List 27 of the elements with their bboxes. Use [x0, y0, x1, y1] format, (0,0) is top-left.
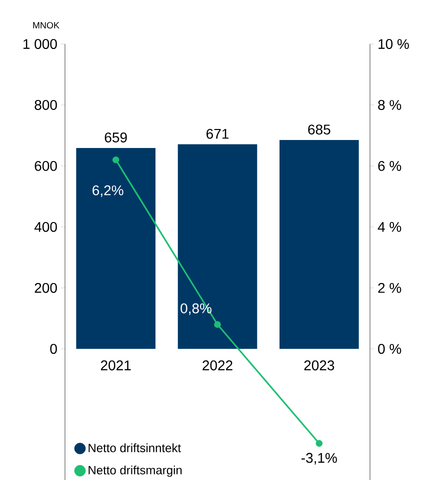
- x-tick-label: 2022: [202, 360, 232, 370]
- y2-tick-label: 2 %: [378, 282, 402, 293]
- y2-tick-label: 10 %: [378, 39, 409, 49]
- y2-tick-label: 4 %: [378, 222, 402, 232]
- y2-tick-label: 8 %: [378, 100, 402, 110]
- data-label: 0,8%: [180, 303, 212, 315]
- point: [112, 156, 120, 164]
- legend-label: Netto driftsmargin: [88, 466, 182, 477]
- y-tick-label: 1 000: [24, 39, 57, 49]
- x-tick-label: 2023: [304, 360, 334, 370]
- y2-tick-label: 6 %: [378, 160, 402, 171]
- data-label: 685: [308, 124, 330, 135]
- legend-label: Netto driftsinntekt: [88, 443, 181, 452]
- y-tick-label: 400: [34, 222, 57, 232]
- y-tick-label: 600: [34, 160, 57, 171]
- data-label: 671: [206, 128, 228, 139]
- y-tick-label: 0: [50, 344, 57, 354]
- x-tick-label: 2021: [100, 360, 131, 370]
- data-label: 6,2%: [92, 185, 124, 197]
- data-label: -3,1%: [302, 452, 337, 464]
- y-axis-title: MNOK: [33, 22, 60, 28]
- y-tick-label: 800: [34, 100, 57, 110]
- y-tick-label: 200: [34, 282, 57, 293]
- y2-tick-label: 0 %: [378, 344, 402, 354]
- point: [214, 321, 221, 328]
- point: [316, 440, 323, 447]
- data-label: 659: [104, 132, 127, 142]
